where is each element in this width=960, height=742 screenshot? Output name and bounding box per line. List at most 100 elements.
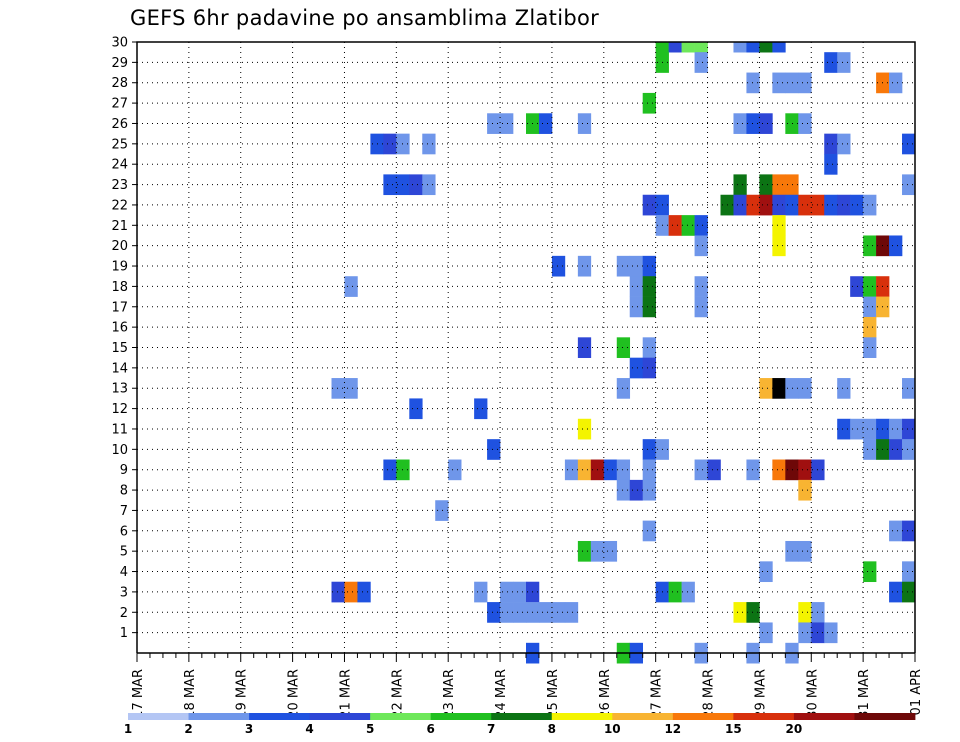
y-tick-label: 6 (120, 524, 128, 539)
heatmap-cell (694, 215, 708, 236)
heatmap-cell (694, 296, 708, 318)
colorbar-label: 3 (245, 722, 253, 736)
heatmap-cell (863, 561, 877, 583)
heatmap-cell (500, 113, 514, 134)
heatmap-cell (551, 602, 566, 623)
heatmap-cell (850, 194, 864, 216)
heatmap-cell (772, 194, 786, 216)
heatmap-cell (772, 215, 786, 236)
heatmap-cell (383, 174, 397, 196)
heatmap-cell (785, 378, 799, 399)
heatmap-cell (577, 255, 592, 277)
heatmap-cell (616, 479, 631, 501)
heatmap-cell (759, 174, 773, 196)
heatmap-cell (603, 459, 618, 481)
heatmap-cell (577, 337, 592, 358)
heatmap-cell (902, 378, 915, 399)
heatmap-cell (629, 276, 643, 297)
heatmap-cell (344, 581, 358, 603)
heatmap-cell (487, 439, 501, 460)
heatmap-cell (733, 602, 747, 623)
y-tick-label: 25 (111, 137, 128, 152)
y-tick-label: 10 (111, 443, 128, 458)
heatmap-cell (487, 602, 501, 623)
heatmap-cell (759, 194, 773, 216)
colorbar-swatch (491, 713, 553, 720)
colorbar-label: 15 (725, 722, 742, 736)
colorbar-label: 5 (366, 722, 374, 736)
heatmap-cell (759, 113, 773, 134)
colorbar-swatch (612, 713, 674, 720)
heatmap-cell (629, 357, 643, 379)
heatmap-cell (629, 296, 643, 318)
x-tick-label: 19 MAR (235, 669, 250, 719)
colorbar-swatch (128, 713, 189, 720)
heatmap-cell (733, 194, 747, 216)
heatmap-cell (538, 113, 553, 134)
heatmap-cell (616, 337, 631, 358)
colorbar-label: 6 (427, 722, 435, 736)
heatmap-cell (837, 133, 851, 155)
heatmap-cell (409, 174, 423, 196)
colorbar-label: 10 (604, 722, 621, 736)
heatmap-cell (551, 255, 566, 277)
heatmap-cell (474, 398, 488, 420)
colorbar-swatch (430, 713, 492, 720)
colorbar-swatch (249, 713, 311, 720)
heatmap-cell (785, 72, 799, 94)
heatmap-cell (681, 581, 695, 603)
heatmap-cell (863, 296, 877, 318)
x-tick-label: 18 MAR (183, 669, 198, 719)
heatmap-cell (798, 622, 812, 644)
heatmap-cell (746, 42, 760, 53)
heatmap-cell (785, 459, 799, 481)
heatmap-cell (863, 235, 877, 257)
heatmap-cell (577, 459, 592, 481)
heatmap-cell (863, 337, 877, 358)
heatmap-cell (798, 72, 812, 94)
colorbar-swatch (793, 713, 855, 720)
heatmap-cell (785, 174, 799, 196)
heatmap-cell (798, 459, 812, 481)
heatmap-cell (642, 255, 656, 277)
y-tick-label: 1 (120, 626, 128, 641)
heatmap-cell (824, 622, 838, 644)
y-tick-label: 19 (111, 260, 128, 275)
heatmap-cell (616, 255, 631, 277)
colorbar: 1 2 3 4 5 6 7 8 10 12 15 20 (124, 713, 916, 736)
x-tick-label: 27 MAR (650, 669, 665, 719)
heatmap-cell (487, 113, 501, 134)
y-tick-label: 26 (111, 117, 128, 132)
x-tick-label: 30 MAR (805, 669, 820, 719)
heatmap-cells (331, 42, 928, 664)
colorbar-label: 8 (548, 722, 556, 736)
heatmap-cell (759, 42, 773, 53)
x-tick-label: 26 MAR (598, 669, 613, 719)
heatmap-cell (642, 520, 656, 542)
heatmap-cell (577, 113, 592, 134)
colorbar-label: 4 (305, 722, 313, 736)
heatmap-cell (681, 42, 695, 53)
heatmap-cell (603, 540, 618, 562)
x-tick-label: 29 MAR (753, 669, 768, 719)
y-tick-label: 15 (111, 341, 128, 356)
heatmap-cell (850, 418, 864, 440)
heatmap-cell (772, 235, 786, 257)
heatmap-cell (733, 174, 747, 196)
heatmap-cell (798, 113, 812, 134)
heatmap-cell (642, 439, 656, 460)
heatmap-cell (837, 194, 851, 216)
y-tick-label: 9 (120, 463, 128, 478)
heatmap-cell (500, 602, 514, 623)
x-tick-label: 28 MAR (702, 669, 717, 719)
heatmap-cell (785, 540, 799, 562)
heatmap-cell (422, 133, 436, 155)
colorbar-label: 2 (184, 722, 192, 736)
heatmap-cell (733, 113, 747, 134)
y-tick-label: 28 (111, 76, 128, 91)
colorbar-label: 1 (124, 722, 132, 736)
heatmap-cell (915, 297, 928, 318)
y-tick-label: 17 (111, 300, 128, 315)
heatmap-cell (629, 479, 643, 501)
heatmap-cell (850, 276, 864, 297)
